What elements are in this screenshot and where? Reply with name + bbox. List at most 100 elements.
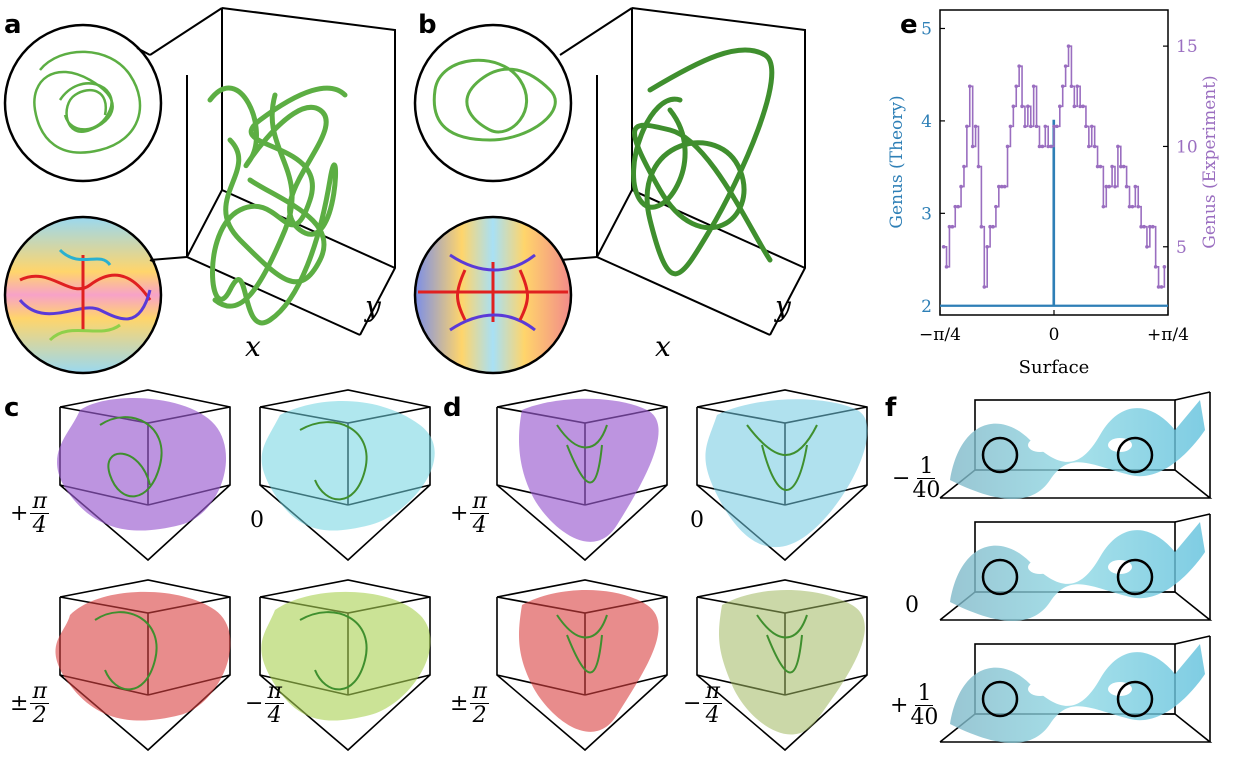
experiment-point (967, 84, 972, 89)
experiment-point (1145, 244, 1149, 249)
experiment-point (994, 204, 998, 209)
experiment-point (973, 124, 978, 129)
experiment-point (1121, 164, 1126, 169)
experiment-point (1040, 144, 1045, 149)
experiment-point (997, 184, 1001, 189)
experiment-point (1034, 124, 1039, 129)
experiment-point (1130, 204, 1135, 209)
experiment-point (1002, 184, 1007, 189)
experiment-point (1107, 184, 1111, 189)
left-tick-label: 4 (921, 112, 932, 132)
left-axis-label: Genus (Theory) (887, 95, 907, 228)
experiment-point (1043, 124, 1048, 129)
experiment-point (1150, 224, 1155, 229)
panel-f-graphic (938, 390, 1212, 745)
experiment-point (1148, 224, 1152, 229)
experiment-series-line (943, 45, 1166, 288)
experiment-point (1142, 224, 1146, 229)
experiment-point (1052, 124, 1056, 129)
experiment-point (1060, 84, 1065, 89)
experiment-point (976, 164, 981, 169)
experiment-point (1119, 164, 1123, 169)
x-tick-label: +π/4 (1147, 325, 1189, 345)
experiment-point (1081, 104, 1085, 109)
experiment-point (988, 224, 992, 229)
experiment-point (985, 244, 989, 249)
experiment-point (1101, 204, 1106, 209)
experiment-point (944, 265, 949, 269)
panel-f-offset-minus: − 1 40 (892, 454, 941, 504)
experiment-point (1031, 84, 1036, 89)
panel-d-graphic (496, 389, 868, 751)
experiment-point (1069, 84, 1074, 89)
experiment-point (1113, 184, 1117, 189)
panel-c-angle-zero: 0 (250, 508, 264, 533)
experiment-point (1055, 124, 1059, 129)
experiment-point (1136, 204, 1141, 209)
experiment-point (979, 224, 984, 229)
x-tick-label: −π/4 (919, 325, 961, 345)
panel-label-c: c (4, 393, 20, 423)
experiment-point (1124, 184, 1129, 189)
experiment-point (962, 164, 966, 169)
experiment-point (1017, 64, 1021, 68)
experiment-point (1075, 84, 1080, 89)
experiment-point (999, 184, 1004, 189)
left-tick-label: 2 (921, 297, 932, 317)
panel-label-f: f (885, 393, 897, 423)
theory-series-line (940, 119, 1168, 307)
experiment-point (1127, 204, 1132, 209)
experiment-point (1087, 144, 1091, 149)
experiment-point (1110, 164, 1114, 169)
experiment-point (1046, 144, 1050, 149)
panel-a-x-axis: x (245, 330, 261, 363)
experiment-point (982, 285, 987, 289)
experiment-point (1156, 285, 1161, 289)
experiment-point (1008, 124, 1013, 129)
experiment-point (1153, 265, 1158, 269)
panel-a-y-axis: y (365, 290, 381, 323)
right-tick-label: 5 (1176, 238, 1187, 258)
experiment-point (1078, 104, 1082, 109)
panel-label-b: b (418, 10, 437, 40)
left-tick-label: 3 (921, 204, 932, 224)
experiment-point (1095, 164, 1100, 169)
experiment-point (1011, 104, 1016, 109)
experiment-point (1023, 124, 1027, 129)
experiment-point (956, 204, 960, 209)
panel-d-angle-zero: 0 (690, 508, 704, 533)
experiment-point (1162, 265, 1167, 269)
panel-c-graphic (55, 389, 435, 751)
panel-b-x-axis: x (655, 330, 671, 363)
experiment-point (953, 204, 958, 209)
panel-f-offset-zero: 0 (905, 593, 919, 618)
experiment-point (1072, 104, 1077, 109)
experiment-point (1049, 144, 1053, 149)
experiment-point (941, 244, 946, 249)
experiment-point (1066, 44, 1071, 48)
left-tick-label: 5 (921, 19, 932, 39)
panel-label-a: a (4, 10, 22, 40)
panel-f-offset-plus: + 1 40 (890, 681, 939, 731)
experiment-point (965, 124, 969, 129)
experiment-point (1104, 184, 1109, 189)
experiment-point (1089, 124, 1094, 129)
experiment-point (959, 184, 963, 189)
panel-a-graphic (3, 7, 396, 375)
experiment-point (1020, 104, 1024, 109)
right-tick-label: 15 (1176, 37, 1198, 57)
panel-b-graphic (413, 7, 806, 375)
experiment-point (1159, 285, 1164, 289)
experiment-point (1005, 144, 1010, 149)
experiment-point (1063, 64, 1068, 68)
experiment-point (1084, 124, 1088, 129)
genus-chart: 2 3 4 5 5 10 15 −π/4 0 +π/4 Genus (Theory) Genu… (887, 9, 1220, 378)
experiment-point (1116, 144, 1120, 149)
panel-label-d: d (443, 393, 462, 423)
experiment-point (991, 224, 995, 229)
